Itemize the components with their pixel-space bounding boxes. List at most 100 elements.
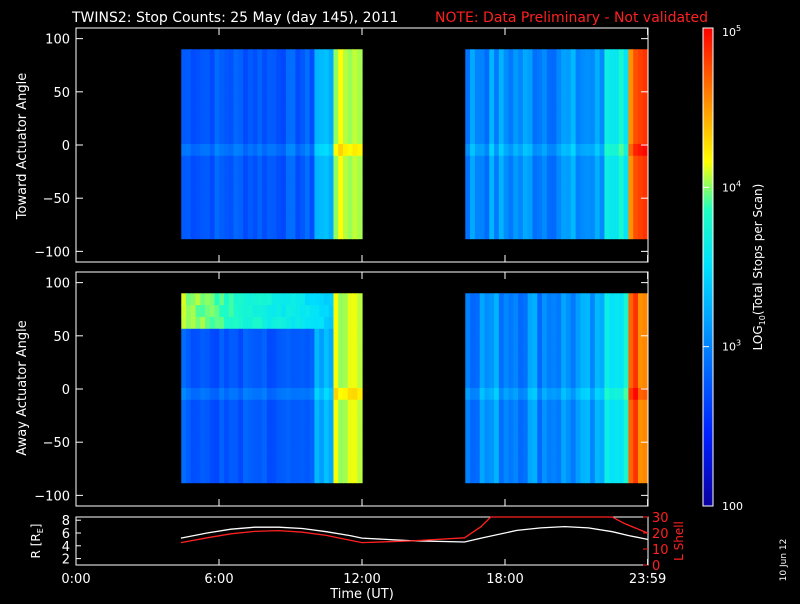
heatmap-cell [347, 458, 354, 472]
heatmap-cell [205, 458, 211, 472]
heatmap-cell [228, 352, 235, 365]
heatmap-cell [290, 293, 297, 306]
heatmap-cell [357, 364, 363, 377]
heatmap-cell [205, 293, 211, 306]
heatmap-cell [186, 376, 192, 389]
heatmap-cell [594, 108, 601, 121]
heatmap-cell [546, 411, 553, 425]
heatmap-cell [281, 399, 287, 413]
heatmap-cell [575, 132, 582, 145]
heatmap-cell [537, 72, 543, 86]
heatmap-cell [224, 447, 230, 460]
heatmap-cell [342, 167, 349, 181]
y-tick-label: −50 [43, 192, 70, 207]
heatmap-cell [638, 120, 644, 133]
heatmap-cell [238, 293, 244, 306]
heatmap-cell [352, 214, 358, 228]
heatmap-cell [642, 96, 649, 110]
heatmap-cell [252, 84, 258, 98]
heatmap-cell [228, 364, 235, 377]
heatmap-cell [309, 293, 316, 306]
heatmap-cell [638, 352, 644, 365]
heatmap-cell [228, 399, 235, 413]
heatmap-cell [257, 61, 263, 74]
heatmap-cell [503, 470, 510, 484]
heatmap-cell [623, 458, 630, 472]
heatmap-cell [338, 328, 344, 342]
heatmap-cell [247, 167, 254, 181]
heatmap-cell [585, 132, 591, 145]
heatmap-cell [181, 447, 187, 460]
heatmap-cell [233, 96, 239, 110]
heatmap-cell [599, 191, 606, 204]
heatmap-cell [195, 340, 201, 354]
heatmap-cell [328, 49, 335, 62]
heatmap-cell [551, 179, 558, 192]
heatmap-cell [352, 143, 358, 157]
heatmap-cell [537, 61, 543, 74]
heatmap-cell [522, 458, 529, 472]
heatmap-cell [618, 435, 625, 448]
heatmap-cell [300, 399, 306, 413]
heatmap-cell [233, 423, 239, 436]
heatmap-cell [247, 447, 254, 460]
heatmap-cell [219, 447, 225, 460]
heatmap-cell [252, 305, 258, 318]
heatmap-cell [276, 120, 282, 133]
heatmap-cell [604, 203, 610, 216]
heatmap-cell [508, 458, 514, 472]
heatmap-cell [465, 423, 471, 436]
heatmap-cell [224, 316, 230, 330]
heatmap-cell [561, 49, 567, 62]
heatmap-cell [247, 61, 254, 74]
heatmap-cell [494, 293, 500, 306]
heatmap-cell [285, 108, 292, 121]
heatmap-cell [347, 155, 354, 169]
heatmap-cell [190, 143, 197, 157]
y-tick-label: −100 [34, 245, 70, 260]
heatmap-cell [214, 316, 220, 330]
l-shell-axis-label: L Shell [672, 521, 686, 561]
heatmap-cell [479, 84, 486, 98]
heatmap-cell [575, 364, 582, 377]
heatmap-cell [474, 214, 481, 228]
heatmap-cell [190, 84, 197, 98]
heatmap-cell [513, 191, 519, 204]
heatmap-cell [281, 423, 287, 436]
heatmap-cell [295, 305, 301, 318]
heatmap-cell [352, 108, 358, 121]
heatmap-cell [494, 167, 500, 181]
heatmap-cell [561, 305, 567, 318]
heatmap-cell [262, 328, 268, 342]
heatmap-cell [580, 132, 586, 145]
heatmap-cell [599, 120, 606, 133]
heatmap-cell [618, 423, 625, 436]
heatmap-cell [352, 376, 358, 389]
heatmap-cell [181, 387, 187, 401]
heatmap-cell [508, 387, 514, 401]
heatmap-cell [338, 411, 344, 425]
heatmap-cell [300, 179, 306, 192]
heatmap-cell [214, 340, 220, 354]
heatmap-cell [498, 340, 505, 354]
heatmap-cell [209, 387, 216, 401]
heatmap-cell [494, 458, 500, 472]
heatmap-cell [604, 399, 610, 413]
heatmap-cell [618, 203, 625, 216]
heatmap-cell [333, 155, 339, 169]
heatmap-cell [465, 364, 471, 377]
heatmap-cell [594, 399, 601, 413]
heatmap-cell [200, 305, 206, 318]
heatmap-cell [290, 49, 297, 62]
heatmap-cell [290, 411, 297, 425]
heatmap-cell [205, 72, 211, 86]
heatmap-cell [314, 96, 320, 110]
heatmap-cell [489, 352, 495, 365]
heatmap-cell [309, 203, 316, 216]
heatmap-cell [243, 132, 249, 145]
heatmap-cell [181, 376, 187, 389]
heatmap-cell [357, 399, 363, 413]
heatmap-cell [295, 435, 301, 448]
heatmap-cell [224, 305, 230, 318]
heatmap-cell [594, 340, 601, 354]
